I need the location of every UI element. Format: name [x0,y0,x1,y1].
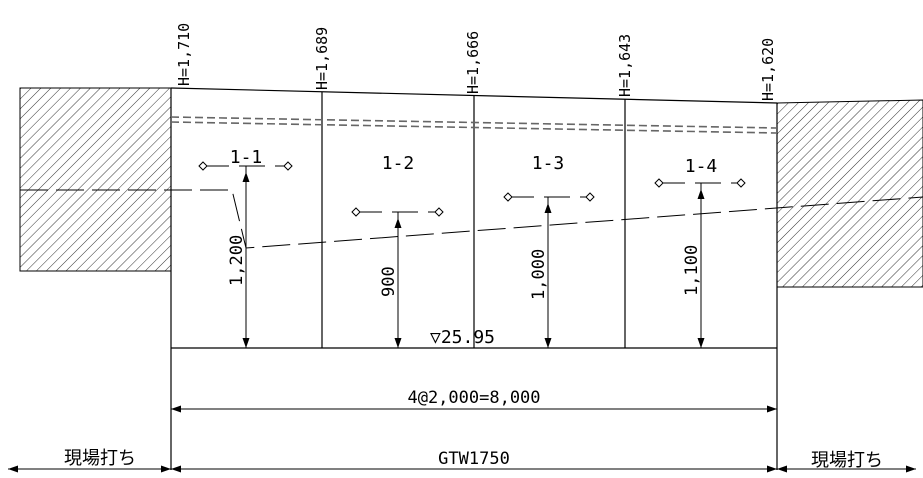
depth-dimension-3 [544,203,552,348]
depth-label-3: 1,000 [529,249,549,300]
span-label: 4@2,000=8,000 [407,388,540,408]
height-label-5: H=1,620 [759,38,777,101]
water-level-label: ▽25.95 [430,327,495,348]
bracket-marker-3 [503,192,595,203]
section-label-2: 1-2 [382,153,415,174]
depth-dimension-2 [394,218,402,348]
product-label: GTW1750 [438,449,510,469]
right-hatched-wall [776,99,923,288]
top-slope-line [170,87,778,104]
depth-dimension-1 [242,172,250,348]
section-label-1: 1-1 [230,147,263,168]
depth-label-4: 1,100 [682,245,702,296]
section-label-4: 1-4 [685,156,718,177]
overall-dimension [8,465,916,473]
bracket-marker-4 [654,178,746,189]
depth-label-2: 900 [379,266,399,297]
bracket-marker-2 [351,207,444,218]
height-label-1: H=1,710 [175,23,193,86]
dashed-line-lower [170,121,778,134]
section-label-3: 1-3 [532,153,565,174]
left-hatched-wall [19,87,172,272]
cast-in-place-left-label: 現場打ち [64,448,136,469]
bracket-marker-1 [198,161,293,172]
long-dash-line [20,189,923,249]
height-label-3: H=1,666 [464,31,482,94]
depth-label-1: 1,200 [227,235,247,286]
span-dimension [171,405,777,413]
depth-dimension-4 [697,189,705,348]
dashed-line-upper [170,116,778,129]
height-label-4: H=1,643 [616,34,634,97]
cast-in-place-right-label: 現場打ち [811,450,883,471]
height-label-2: H=1,689 [313,27,331,90]
